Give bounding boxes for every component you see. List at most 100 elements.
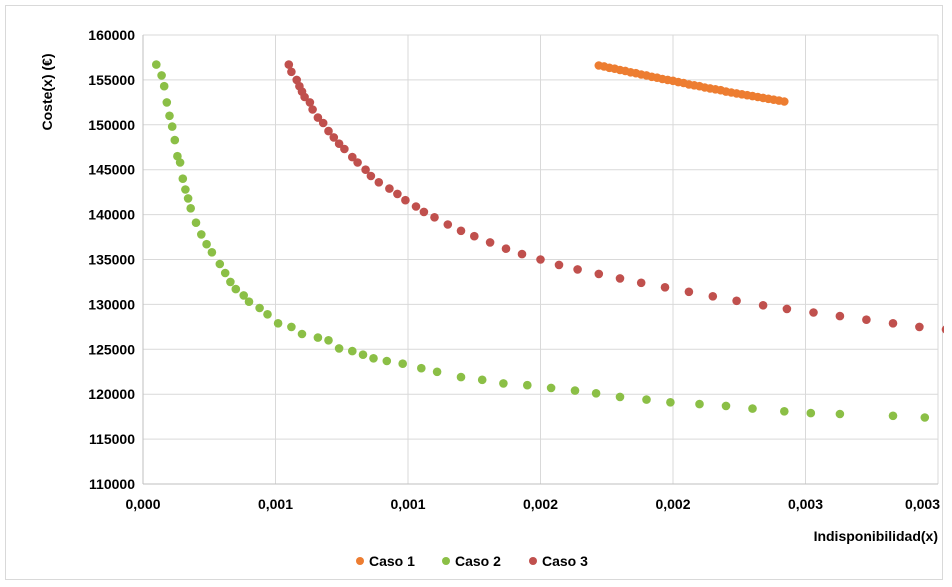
data-point [353, 158, 362, 167]
data-point [536, 255, 545, 264]
data-point [419, 207, 429, 217]
data-point [411, 202, 421, 211]
data-point [358, 350, 368, 360]
data-point [780, 407, 789, 416]
data-point [287, 322, 296, 332]
data-point [456, 372, 466, 382]
data-point [382, 356, 392, 366]
data-point [523, 380, 532, 390]
data-point [941, 325, 951, 334]
data-point [748, 404, 757, 413]
legend-marker [529, 557, 537, 565]
data-point [470, 231, 479, 241]
data-point [348, 152, 357, 162]
legend-label: Caso 1 [369, 553, 415, 569]
legend-marker [356, 557, 364, 565]
data-point [546, 383, 556, 393]
data-point [287, 67, 296, 77]
data-point [361, 165, 370, 174]
data-point [191, 218, 201, 227]
data-point [684, 287, 694, 297]
x-tick-label: 0,002 [655, 496, 690, 512]
axes [142, 35, 938, 485]
data-point [202, 239, 211, 249]
data-points [152, 60, 952, 423]
data-point [313, 333, 323, 342]
x-tick-label: 0,003 [905, 496, 940, 512]
data-point [862, 315, 871, 325]
series-1 [594, 61, 789, 106]
scatter-chart: 110000 115000 120000 125000 130000 135000 1400… [39, 27, 952, 569]
data-point [401, 195, 410, 205]
data-point [175, 158, 185, 167]
data-point [477, 375, 487, 385]
data-point [456, 226, 466, 236]
data-point [226, 277, 235, 287]
data-point [186, 204, 195, 213]
x-tick-label: 0,001 [390, 496, 425, 512]
data-point [308, 105, 317, 114]
data-point [207, 248, 217, 257]
data-point [732, 296, 741, 306]
data-point [499, 379, 508, 388]
data-point [888, 319, 898, 328]
data-point [162, 98, 172, 107]
data-point [183, 194, 193, 203]
data-point [636, 278, 646, 288]
data-point [340, 144, 349, 154]
data-point [443, 220, 453, 229]
data-point [170, 135, 180, 145]
data-point [157, 71, 166, 80]
data-point [334, 139, 344, 148]
series-3 [284, 60, 951, 334]
x-tick-label: 0,002 [523, 496, 558, 512]
data-point [570, 386, 580, 395]
y-tick-label: 150000 [88, 117, 135, 133]
y-tick-label: 110000 [89, 476, 135, 492]
data-point [501, 244, 511, 253]
data-point [615, 392, 625, 402]
y-tick-label: 145000 [88, 162, 135, 178]
data-point [167, 122, 177, 131]
x-axis-title: Indisponibilidad(x) [814, 528, 938, 544]
data-point [591, 389, 601, 398]
data-point [485, 238, 495, 247]
data-point [708, 292, 718, 301]
legend-label: Caso 2 [455, 553, 501, 569]
data-point [782, 304, 792, 314]
data-point [197, 230, 206, 239]
data-point [920, 413, 930, 422]
data-point [366, 171, 376, 181]
legend-item: Caso 3 [529, 553, 588, 569]
data-point [284, 60, 294, 69]
data-point [758, 301, 768, 310]
data-point [615, 274, 625, 283]
legend: Caso 1 Caso 2 Caso 3 [356, 553, 588, 569]
data-point [318, 118, 328, 128]
y-tick-label: 130000 [88, 296, 135, 312]
data-point [178, 174, 188, 183]
data-point [666, 398, 675, 407]
data-point [255, 303, 264, 313]
legend-label: Caso 3 [542, 553, 588, 569]
data-point [398, 359, 408, 369]
data-point [642, 395, 651, 404]
data-point [215, 259, 225, 269]
tick-labels: 110000 115000 120000 125000 130000 135000 1400… [88, 27, 940, 512]
legend-item: Caso 2 [442, 553, 501, 569]
data-point [273, 319, 283, 328]
data-point [721, 401, 731, 411]
y-tick-label: 125000 [88, 341, 135, 357]
data-point [417, 363, 426, 373]
data-point [324, 126, 333, 136]
data-point [594, 269, 604, 279]
y-axis-title: Coste(x) (€) [39, 53, 55, 130]
data-point [888, 411, 898, 421]
y-tick-label: 135000 [88, 252, 135, 268]
data-point [809, 308, 818, 317]
data-point [181, 185, 190, 194]
x-tick-label: 0,003 [788, 496, 823, 512]
data-point [915, 322, 924, 332]
data-point [300, 92, 309, 102]
x-tick-label: 0,000 [125, 496, 160, 512]
